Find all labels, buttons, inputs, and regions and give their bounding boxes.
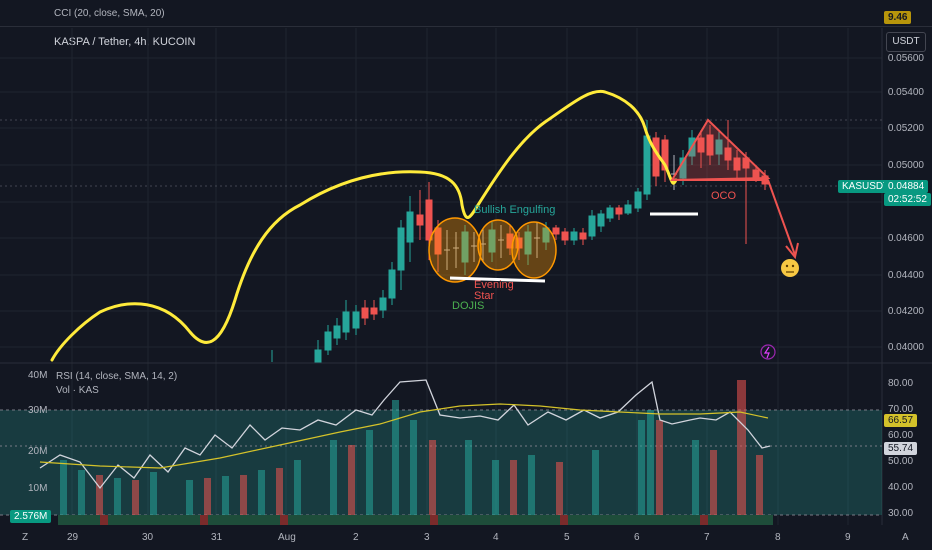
date-tick: 4	[493, 532, 499, 543]
price-tick: 0.04200	[887, 306, 924, 317]
date-tick: 6	[634, 532, 640, 543]
price-tick: 0.05400	[887, 87, 924, 98]
dojis-label: DOJIS	[452, 300, 485, 312]
yellow-hand-drawn-curve	[50, 89, 678, 362]
currency-button[interactable]: USDT	[886, 32, 926, 52]
volume-bars	[60, 380, 763, 515]
vol-tick: 20M	[28, 446, 48, 457]
emoji-icon	[781, 259, 799, 277]
price-tick: 0.05200	[887, 123, 924, 134]
price-tick: 0.04600	[887, 233, 924, 244]
vol-title[interactable]: Vol · KAS	[56, 385, 99, 396]
cci-title[interactable]: CCI (20, close, SMA, 20)	[54, 8, 165, 19]
price-tick: 0.04000	[887, 342, 924, 353]
date-tick: 2	[353, 532, 359, 543]
symbol-title[interactable]: KASPA / Tether, 4h, KUCOIN	[54, 36, 196, 48]
lightning-icon	[760, 344, 776, 360]
current-volume-tag: 2.576M	[10, 510, 52, 523]
corner-left-icon[interactable]: Z	[22, 532, 29, 543]
rsi-tick: 70.00	[888, 404, 914, 415]
countdown-tag: 02:52:52	[884, 193, 931, 206]
rsi-tick: 40.00	[888, 482, 914, 493]
date-tick: 30	[142, 532, 154, 543]
rsi-ma-line	[39, 403, 769, 469]
candles	[271, 120, 769, 363]
date-tick: 9	[845, 532, 851, 543]
rsi-line	[39, 379, 771, 490]
doji-highlights	[428, 217, 557, 283]
rsi-tick: 50.00	[888, 456, 914, 467]
price-tick: 0.04400	[887, 270, 924, 281]
cci-pane	[0, 0, 932, 27]
oco-pattern	[670, 118, 771, 182]
date-tick: 8	[775, 532, 781, 543]
rsi-band	[0, 410, 882, 515]
price-tick: 0.05600	[887, 53, 924, 64]
rsi-value-tag: 55.74	[884, 442, 918, 455]
rsi-ma-value-tag: 66.57	[884, 414, 918, 427]
price-tick: 0.05000	[887, 160, 924, 171]
grid	[0, 28, 882, 525]
vol-tick: 40M	[28, 370, 48, 381]
last-price-tag: 0.04884	[884, 180, 929, 193]
bullish-engulfing-label: Bullish Engulfing	[474, 204, 556, 216]
date-tick: 31	[211, 532, 223, 543]
date-tick: 7	[704, 532, 710, 543]
vol-tick: 30M	[28, 405, 48, 416]
ticker-tag: KASUSDT	[838, 180, 894, 193]
rsi-tick: 30.00	[888, 508, 914, 519]
date-tick: Aug	[278, 532, 296, 543]
date-tick: 29	[67, 532, 79, 543]
oco-label: OCO	[711, 190, 737, 202]
cci-value-tag: 9.46	[884, 11, 912, 24]
rsi-title[interactable]: RSI (14, close, SMA, 14, 2)	[56, 371, 178, 382]
down-arrow	[767, 179, 796, 256]
vol-tick: 10M	[28, 483, 48, 494]
date-tick: 5	[564, 532, 570, 543]
rsi-tick: 60.00	[888, 430, 914, 441]
date-tick: 3	[424, 532, 430, 543]
corner-right-icon[interactable]: A	[902, 532, 909, 543]
evening-star-label: Evening Star	[474, 279, 514, 302]
rsi-tick: 80.00	[888, 378, 914, 389]
volume-strip-red	[100, 515, 708, 525]
